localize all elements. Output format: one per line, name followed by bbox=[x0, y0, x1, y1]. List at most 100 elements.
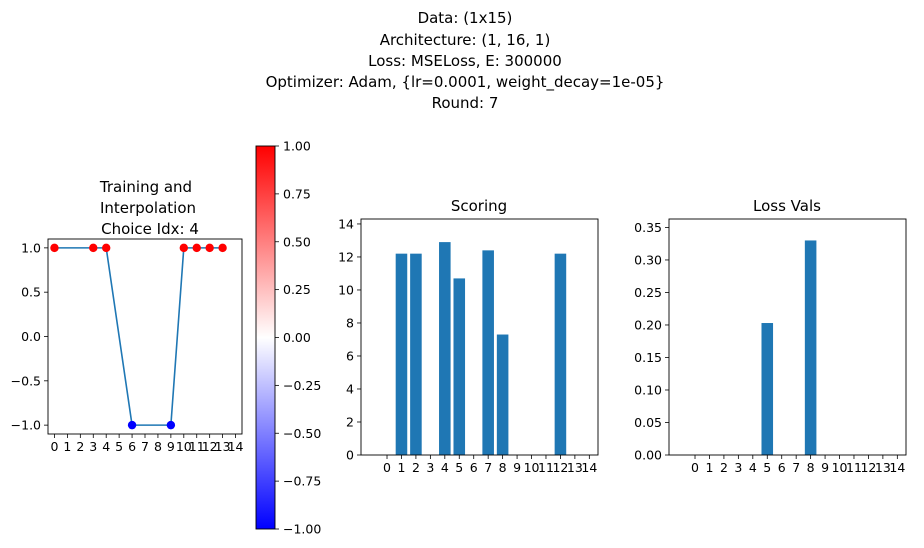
x-tick-label: 0 bbox=[50, 439, 58, 454]
x-tick-label: 9 bbox=[513, 460, 521, 475]
x-tick-label: 11 bbox=[538, 460, 554, 475]
data-point bbox=[218, 243, 227, 253]
data-point bbox=[179, 243, 188, 253]
colorbar-gradient bbox=[255, 145, 276, 530]
colorbar: 1.00 0.75 0.50 0.25 0.00 −0.25 −0.50 −0.75 −1.00 bbox=[255, 139, 321, 537]
y-tick-label: 0.25 bbox=[634, 285, 662, 300]
x-tick-label: 11 bbox=[846, 460, 862, 475]
x-tick-label: 4 bbox=[749, 460, 757, 475]
figure-title-line: Data: (1x15) bbox=[418, 9, 513, 27]
x-tick-label: 2 bbox=[76, 439, 84, 454]
bar bbox=[410, 253, 422, 455]
y-tick-label: 14 bbox=[338, 216, 354, 231]
colorbar-tick-label: 1.00 bbox=[283, 139, 311, 154]
x-tick-label: 1 bbox=[63, 439, 71, 454]
bar bbox=[804, 240, 817, 455]
x-tick-label: 8 bbox=[154, 439, 162, 454]
y-tick-label: 0.35 bbox=[634, 220, 662, 235]
x-tick-label: 2 bbox=[720, 460, 728, 475]
x-tick-label: 14 bbox=[889, 460, 905, 475]
data-point bbox=[50, 243, 59, 253]
y-tick-label: 0.30 bbox=[634, 252, 662, 267]
figure-title-line: Optimizer: Adam, {lr=0.0001, weight_deca… bbox=[266, 73, 665, 92]
x-tick-label: 9 bbox=[821, 460, 829, 475]
x-tick-label: 4 bbox=[441, 460, 449, 475]
figure-title-line: Architecture: (1, 16, 1) bbox=[380, 31, 551, 49]
x-tick-label: 6 bbox=[470, 460, 478, 475]
x-tick-label: 2 bbox=[412, 460, 420, 475]
x-tick-label: 3 bbox=[734, 460, 742, 475]
x-tick-label: 13 bbox=[215, 439, 231, 454]
bar bbox=[761, 323, 774, 455]
x-tick-label: 0 bbox=[691, 460, 699, 475]
bar bbox=[439, 242, 451, 455]
bar bbox=[496, 334, 509, 455]
x-tick-label: 11 bbox=[189, 439, 205, 454]
y-tick-label: 12 bbox=[338, 249, 354, 264]
x-tick-label: 7 bbox=[792, 460, 800, 475]
y-tick-label: 0.05 bbox=[634, 415, 662, 430]
bar bbox=[453, 278, 466, 455]
x-tick-label: 14 bbox=[581, 460, 597, 475]
figure-title-line: Round: 7 bbox=[432, 94, 499, 112]
x-tick-label: 12 bbox=[202, 439, 218, 454]
y-tick-label: 8 bbox=[346, 315, 354, 330]
data-point bbox=[192, 243, 201, 253]
y-tick-label: 10 bbox=[338, 282, 354, 297]
x-tick-label: 6 bbox=[778, 460, 786, 475]
x-tick-label: 10 bbox=[524, 460, 540, 475]
y-tick-label: 0.20 bbox=[634, 317, 662, 332]
x-tick-label: 5 bbox=[115, 439, 123, 454]
x-tick-label: 4 bbox=[102, 439, 110, 454]
data-point bbox=[127, 420, 137, 430]
colorbar-tick-label: 0.00 bbox=[283, 330, 311, 345]
training-interpolation-axes: Training and Interpolation Choice Idx: 4… bbox=[11, 178, 244, 454]
colorbar-tick-label: 0.75 bbox=[283, 186, 311, 201]
x-tick-label: 5 bbox=[455, 460, 463, 475]
x-tick-label: 3 bbox=[426, 460, 434, 475]
x-tick-label: 3 bbox=[89, 439, 97, 454]
x-tick-label: 0 bbox=[383, 460, 391, 475]
figure-title: Data: (1x15) Architecture: (1, 16, 1) Lo… bbox=[266, 9, 665, 112]
y-tick-label: 6 bbox=[346, 348, 354, 363]
data-point bbox=[166, 420, 176, 430]
x-tick-label: 13 bbox=[875, 460, 891, 475]
y-tick-label: −1.0 bbox=[11, 418, 41, 433]
axes-title-line: Training and bbox=[99, 178, 192, 196]
x-tick-label: 10 bbox=[176, 439, 192, 454]
data-point bbox=[89, 243, 98, 253]
x-tick-label: 10 bbox=[832, 460, 848, 475]
axes-title-line: Choice Idx: 4 bbox=[101, 220, 199, 238]
axes-frame bbox=[668, 218, 907, 456]
x-tick-label: 1 bbox=[397, 460, 405, 475]
axes-frame bbox=[360, 218, 599, 456]
y-tick-label: 0.0 bbox=[21, 329, 41, 344]
bar bbox=[395, 253, 408, 455]
x-tick-label: 7 bbox=[484, 460, 492, 475]
training-line bbox=[54, 247, 223, 426]
x-tick-label: 14 bbox=[228, 439, 244, 454]
axes-frame bbox=[47, 238, 243, 435]
y-tick-label: −0.5 bbox=[11, 373, 41, 388]
colorbar-tick-label: 0.50 bbox=[283, 234, 311, 249]
axes-title: Scoring bbox=[451, 197, 507, 215]
x-tick-label: 12 bbox=[552, 460, 568, 475]
colorbar-tick-label: −1.00 bbox=[283, 522, 321, 537]
y-tick-label: 1.0 bbox=[21, 240, 41, 255]
axes-title: Loss Vals bbox=[753, 197, 821, 215]
bar bbox=[554, 253, 567, 455]
x-tick-label: 5 bbox=[763, 460, 771, 475]
y-tick-label: 0.00 bbox=[634, 448, 662, 463]
loss-vals-axes: Loss Vals 0 1 2 3 4 5 6 7 8 9 10111213140.000.050.… bbox=[634, 197, 907, 475]
y-tick-label: 2 bbox=[346, 414, 354, 429]
x-tick-label: 7 bbox=[141, 439, 149, 454]
colorbar-tick-label: 0.25 bbox=[283, 282, 311, 297]
x-tick-label: 12 bbox=[860, 460, 876, 475]
data-point bbox=[102, 243, 111, 253]
x-tick-label: 9 bbox=[167, 439, 175, 454]
y-tick-label: 0.10 bbox=[634, 382, 662, 397]
y-tick-label: 0 bbox=[346, 448, 354, 463]
colorbar-tick-label: −0.50 bbox=[283, 426, 321, 441]
